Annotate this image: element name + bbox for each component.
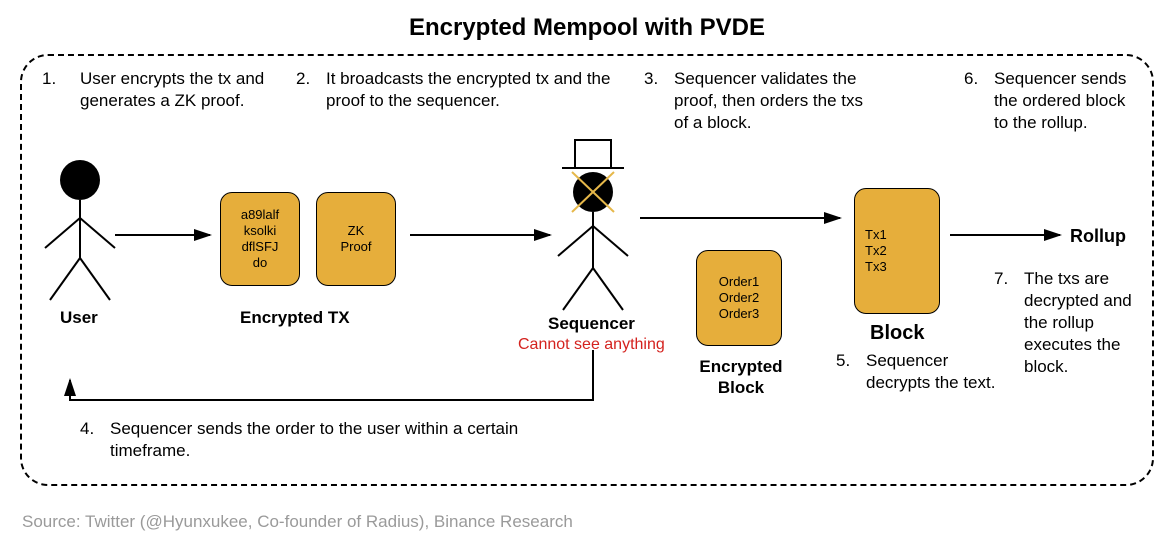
orders-box: Order1 Order2 Order3 <box>696 250 782 346</box>
step1-text: User encrypts the tx and generates a ZK … <box>80 68 280 112</box>
step5-text: Sequencer decrypts the text. <box>866 350 1016 394</box>
sequencer-label: Sequencer <box>548 314 635 334</box>
step4-text: Sequencer sends the order to the user wi… <box>110 418 570 462</box>
cipher-box: a89lalf ksolki dflSFJ do <box>220 192 300 286</box>
step6-num: 6. <box>964 68 994 90</box>
rollup-label: Rollup <box>1070 226 1126 247</box>
step2-num: 2. <box>296 68 326 90</box>
cannot-see-label: Cannot see anything <box>518 336 665 354</box>
step3-text: Sequencer validates the proof, then orde… <box>674 68 864 134</box>
encrypted-block-label: Encrypted Block <box>686 356 796 399</box>
diagram-title: Encrypted Mempool with PVDE <box>0 14 1174 42</box>
step7-num: 7. <box>994 268 1024 290</box>
block-label: Block <box>870 322 924 345</box>
zk-proof-box: ZK Proof <box>316 192 396 286</box>
encrypted-tx-label: Encrypted TX <box>240 308 350 328</box>
step1-num: 1. <box>42 68 72 90</box>
user-label: User <box>60 308 98 328</box>
source-attribution: Source: Twitter (@Hyunxukee, Co-founder … <box>22 512 573 532</box>
step4-num: 4. <box>80 418 110 440</box>
step3-num: 3. <box>644 68 674 90</box>
step5-num: 5. <box>836 350 866 372</box>
step7-text: The txs are decrypted and the rollup exe… <box>1024 268 1154 378</box>
step2-text: It broadcasts the encrypted tx and the p… <box>326 68 616 112</box>
txs-box: Tx1 Tx2 Tx3 <box>854 188 940 314</box>
step6-text: Sequencer sends the ordered block to the… <box>994 68 1144 134</box>
